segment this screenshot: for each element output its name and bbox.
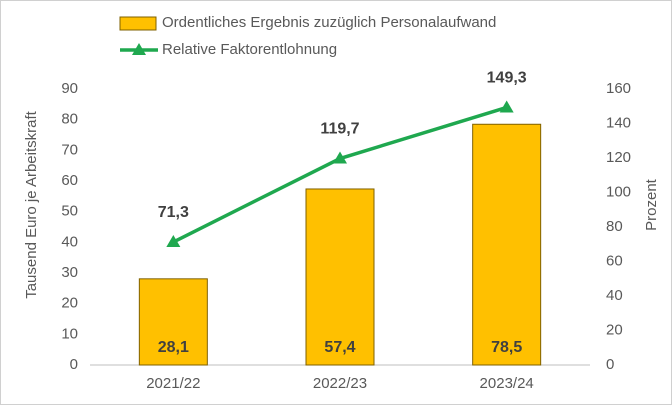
legend-label: Relative Faktorentlohnung xyxy=(162,41,337,58)
y-tick-label: 50 xyxy=(61,203,78,220)
x-tick-label: 2023/24 xyxy=(480,375,534,392)
legend-swatch xyxy=(132,43,146,55)
y-tick-label: 20 xyxy=(61,295,78,312)
x-tick-label: 2022/23 xyxy=(313,375,367,392)
legend-label: Ordentliches Ergebnis zuzüglich Personal… xyxy=(162,14,496,31)
y2-axis-label: Prozent xyxy=(643,178,660,231)
y2-tick-label: 140 xyxy=(606,114,631,131)
x-tick-label: 2021/22 xyxy=(146,375,200,392)
data-label: 149,3 xyxy=(487,70,527,87)
y2-tick-label: 0 xyxy=(606,356,614,373)
data-label: 119,7 xyxy=(320,121,359,138)
data-label: 71,3 xyxy=(158,204,189,221)
marker xyxy=(166,235,181,248)
y-axis-label: Tausend Euro je Arbeitskraft xyxy=(23,110,40,298)
y-tick-label: 0 xyxy=(70,356,78,373)
y2-tick-label: 100 xyxy=(606,183,631,200)
data-label: 78,5 xyxy=(491,339,522,356)
y2-tick-label: 80 xyxy=(606,218,623,235)
y-tick-label: 10 xyxy=(61,325,78,342)
data-label: 28,1 xyxy=(158,339,189,356)
y2-tick-label: 60 xyxy=(606,252,623,269)
y-tick-label: 70 xyxy=(61,141,78,158)
marker xyxy=(499,100,514,113)
bar xyxy=(138,278,208,366)
bar xyxy=(305,188,375,366)
y2-tick-label: 40 xyxy=(606,287,623,304)
y-tick-label: 30 xyxy=(61,264,78,281)
y-tick-label: 90 xyxy=(61,80,78,97)
y2-tick-label: 20 xyxy=(606,321,623,338)
y2-tick-label: 120 xyxy=(606,149,631,166)
y-tick-label: 80 xyxy=(61,111,78,128)
y2-tick-label: 160 xyxy=(606,80,631,97)
data-label: 57,4 xyxy=(324,339,355,356)
bar xyxy=(472,123,542,366)
legend-swatch xyxy=(119,16,157,31)
marker xyxy=(333,151,347,164)
y-tick-label: 40 xyxy=(61,233,78,250)
y-tick-label: 60 xyxy=(61,172,78,189)
